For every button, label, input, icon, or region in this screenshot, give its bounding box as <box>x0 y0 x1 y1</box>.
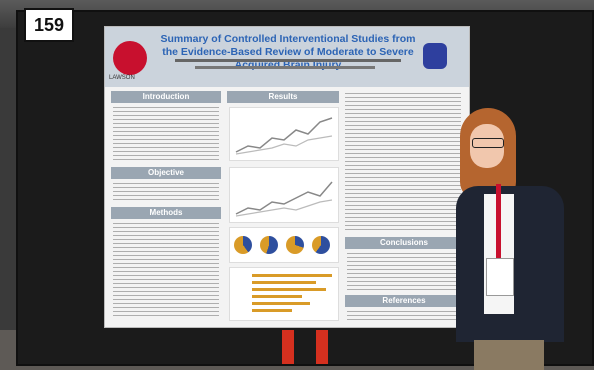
line-chart-1-svg <box>235 117 333 155</box>
university-logo <box>423 43 447 69</box>
introduction-text <box>113 107 219 163</box>
section-results: Results <box>227 91 339 103</box>
section-references: References <box>345 295 463 307</box>
section-objective: Objective <box>111 167 221 179</box>
line-series-2 <box>235 135 333 155</box>
conclusions-text <box>347 253 461 291</box>
methods-text <box>113 223 219 319</box>
pants <box>474 340 544 370</box>
line-chart-2 <box>229 167 339 223</box>
section-methods: Methods <box>111 207 221 219</box>
glasses <box>472 138 504 148</box>
line-chart-1 <box>229 107 339 161</box>
line-chart-2-svg <box>235 181 333 217</box>
section-introduction: Introduction <box>111 91 221 103</box>
results-text <box>345 93 461 233</box>
board-number: 159 <box>24 8 74 42</box>
line-series-1 <box>235 117 333 153</box>
bar <box>252 281 316 284</box>
pie-chart-1 <box>234 236 252 254</box>
lawson-logo-text: LAWSON <box>109 75 135 81</box>
bar <box>252 288 326 291</box>
section-conclusions: Conclusions <box>345 237 463 249</box>
affiliations-line <box>195 66 375 69</box>
bar <box>252 274 332 277</box>
presenter-person <box>452 108 580 370</box>
bar <box>252 302 310 305</box>
bar-chart <box>229 267 339 321</box>
face <box>470 124 504 168</box>
pie-chart-2 <box>260 236 278 254</box>
objective-text <box>113 183 219 203</box>
bar <box>252 309 292 312</box>
poster-header <box>105 27 469 87</box>
visitor-leg-right <box>316 330 328 364</box>
line-series-3 <box>235 181 333 215</box>
bar <box>252 295 302 298</box>
name-badge <box>486 258 514 296</box>
pie-chart-4 <box>312 236 330 254</box>
pie-chart-3 <box>286 236 304 254</box>
lawson-logo <box>113 41 147 75</box>
pie-chart-row <box>229 227 339 263</box>
references-text <box>347 311 461 323</box>
visitor-leg-left <box>282 330 294 364</box>
line-series-4 <box>235 199 333 217</box>
lanyard <box>496 184 501 258</box>
research-poster: LAWSON Summary of Controlled Interventio… <box>104 26 470 328</box>
authors-line <box>175 59 401 62</box>
